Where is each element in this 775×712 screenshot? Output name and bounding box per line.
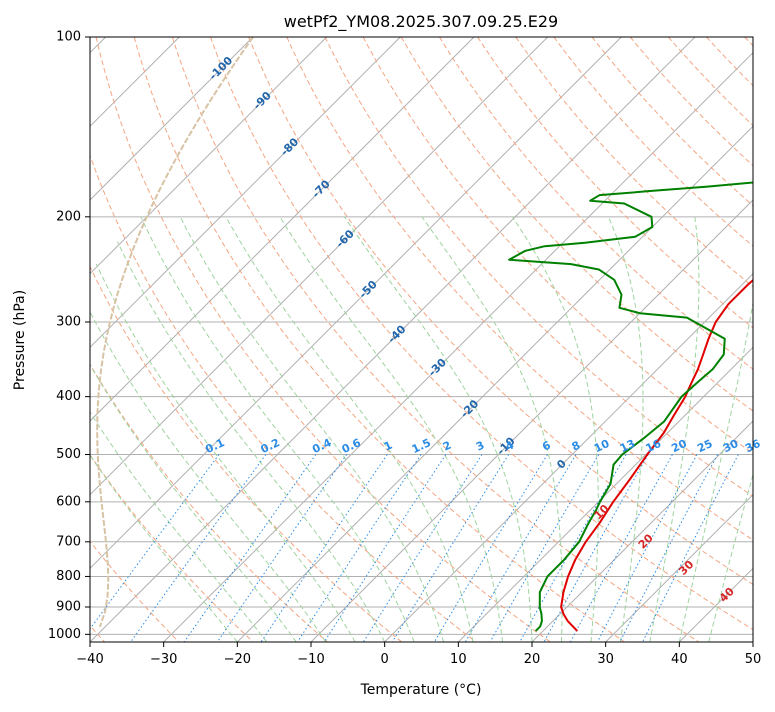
mixing-ratio-line (90, 454, 220, 630)
isotherm-line (90, 37, 401, 349)
mixing-ratio-label: 13 (618, 437, 637, 455)
dry-adiabat-line (210, 37, 753, 631)
x-tick-label: 40 (671, 652, 688, 667)
mixing-ratio-label: 25 (695, 437, 714, 455)
mixing-ratio-line (596, 454, 698, 642)
y-tick-label: 800 (56, 569, 81, 584)
moist-adiabat-line (607, 216, 644, 642)
x-tick-label: 20 (524, 652, 541, 667)
mixing-ratio-line (519, 454, 627, 642)
moist-adiabat-line (90, 411, 268, 642)
y-tick-label: 1000 (48, 627, 81, 642)
isotherm-line (384, 272, 753, 642)
moist-adiabat-line (140, 216, 415, 642)
mixing-ratio-line (323, 454, 447, 642)
isotherm-line (90, 37, 696, 642)
dry-adiabat-line (515, 37, 753, 288)
reference-lines-layer (90, 37, 753, 642)
moist-adiabat-line (421, 216, 563, 642)
x-tick-label: 10 (450, 652, 467, 667)
x-tick-label: −30 (150, 652, 177, 667)
moist-adiabat-line (90, 310, 327, 642)
moist-adiabat-line (117, 241, 386, 642)
dry-adiabat-line (90, 363, 328, 642)
y-tick-label: 500 (56, 447, 81, 462)
moist-adiabat-line (225, 216, 474, 642)
dry-adiabat-line (171, 37, 700, 642)
temperature-profile-line (560, 278, 753, 632)
dry-adiabat-line (90, 153, 477, 642)
chart-title: wetPf2_YM08.2025.307.09.25.E29 (284, 12, 558, 32)
dry-adiabat-line (95, 37, 551, 642)
isotherm-line (163, 51, 753, 642)
x-tick-label: 30 (597, 652, 614, 667)
isotherm-line (605, 493, 753, 642)
y-tick-label: 700 (56, 534, 81, 549)
mixing-ratio-line (464, 454, 577, 642)
moist-adiabat-line (344, 216, 533, 642)
mixing-ratio-label: 30 (721, 437, 741, 455)
dry-adiabat-line (400, 37, 753, 412)
moist-adiabat-line (649, 216, 700, 642)
isotherm-line (90, 37, 328, 275)
moist-adiabat-line (708, 472, 753, 642)
dry-adiabat-line (439, 37, 753, 370)
dewpoint-profile-line (508, 181, 753, 632)
moist-adiabat-line (90, 454, 238, 642)
mixing-ratio-label: 20 (669, 437, 689, 455)
dry-adiabat-line (248, 37, 753, 586)
isotherm-line (236, 125, 753, 642)
mixing-ratio-line (260, 454, 388, 642)
x-tick-label: −10 (297, 652, 324, 667)
y-tick-label: 600 (56, 494, 81, 509)
dry-adiabat-line (553, 37, 753, 247)
isotherm-line (90, 37, 254, 201)
moist-adiabat-line (90, 363, 297, 642)
moist-adiabat-line (179, 216, 445, 642)
y-tick-label: 300 (56, 314, 81, 329)
y-tick-label: 200 (56, 209, 81, 224)
isotherm-line (457, 346, 753, 642)
dry-adiabat-line (324, 37, 753, 498)
x-tick-label: −40 (76, 652, 103, 667)
mixing-ratio-label: 16 (644, 437, 664, 455)
mixing-ratio-line (489, 454, 600, 642)
x-tick-label: 50 (745, 652, 762, 667)
y-tick-label: 100 (56, 30, 81, 45)
isotherm-line (90, 37, 549, 496)
series-layer (508, 181, 753, 632)
isotherm-line (90, 37, 622, 570)
dry-adiabat-line (90, 265, 403, 642)
mixing-ratio-line (362, 454, 483, 642)
y-tick-label: 400 (56, 389, 81, 404)
mixing-ratio-line (433, 454, 548, 642)
x-tick-label: −20 (224, 652, 251, 667)
lcl-reference-curve (96, 37, 254, 628)
mixing-ratio-line (619, 454, 719, 642)
grid-layer (90, 37, 753, 642)
dry-adiabat-line (133, 37, 625, 642)
mixing-ratio-line (391, 454, 510, 642)
mixing-ratio-line (297, 454, 422, 642)
isotherm-line (531, 420, 753, 642)
axes-layer: −40 −30 −20 −10 0 10 20 30 40 50 100 200 300 400 500 60… (48, 30, 761, 668)
plot-frame (89, 36, 754, 643)
dry-adiabat-line (286, 37, 753, 541)
dry-adiabat-line (629, 37, 753, 167)
moist-adiabat-line (279, 216, 504, 642)
mixing-ratio-line (130, 454, 267, 642)
y-axis-label: Pressure (hPa) (12, 290, 28, 390)
isotherm-line (310, 199, 753, 642)
y-tick-label: 900 (56, 599, 81, 614)
moist-adiabat-line (512, 216, 599, 642)
x-axis-label: Temperature (°C) (360, 682, 482, 698)
x-tick-label: 0 (381, 652, 389, 667)
moist-adiabat-line (95, 263, 356, 642)
mixing-ratio-label: 10 (592, 437, 612, 455)
